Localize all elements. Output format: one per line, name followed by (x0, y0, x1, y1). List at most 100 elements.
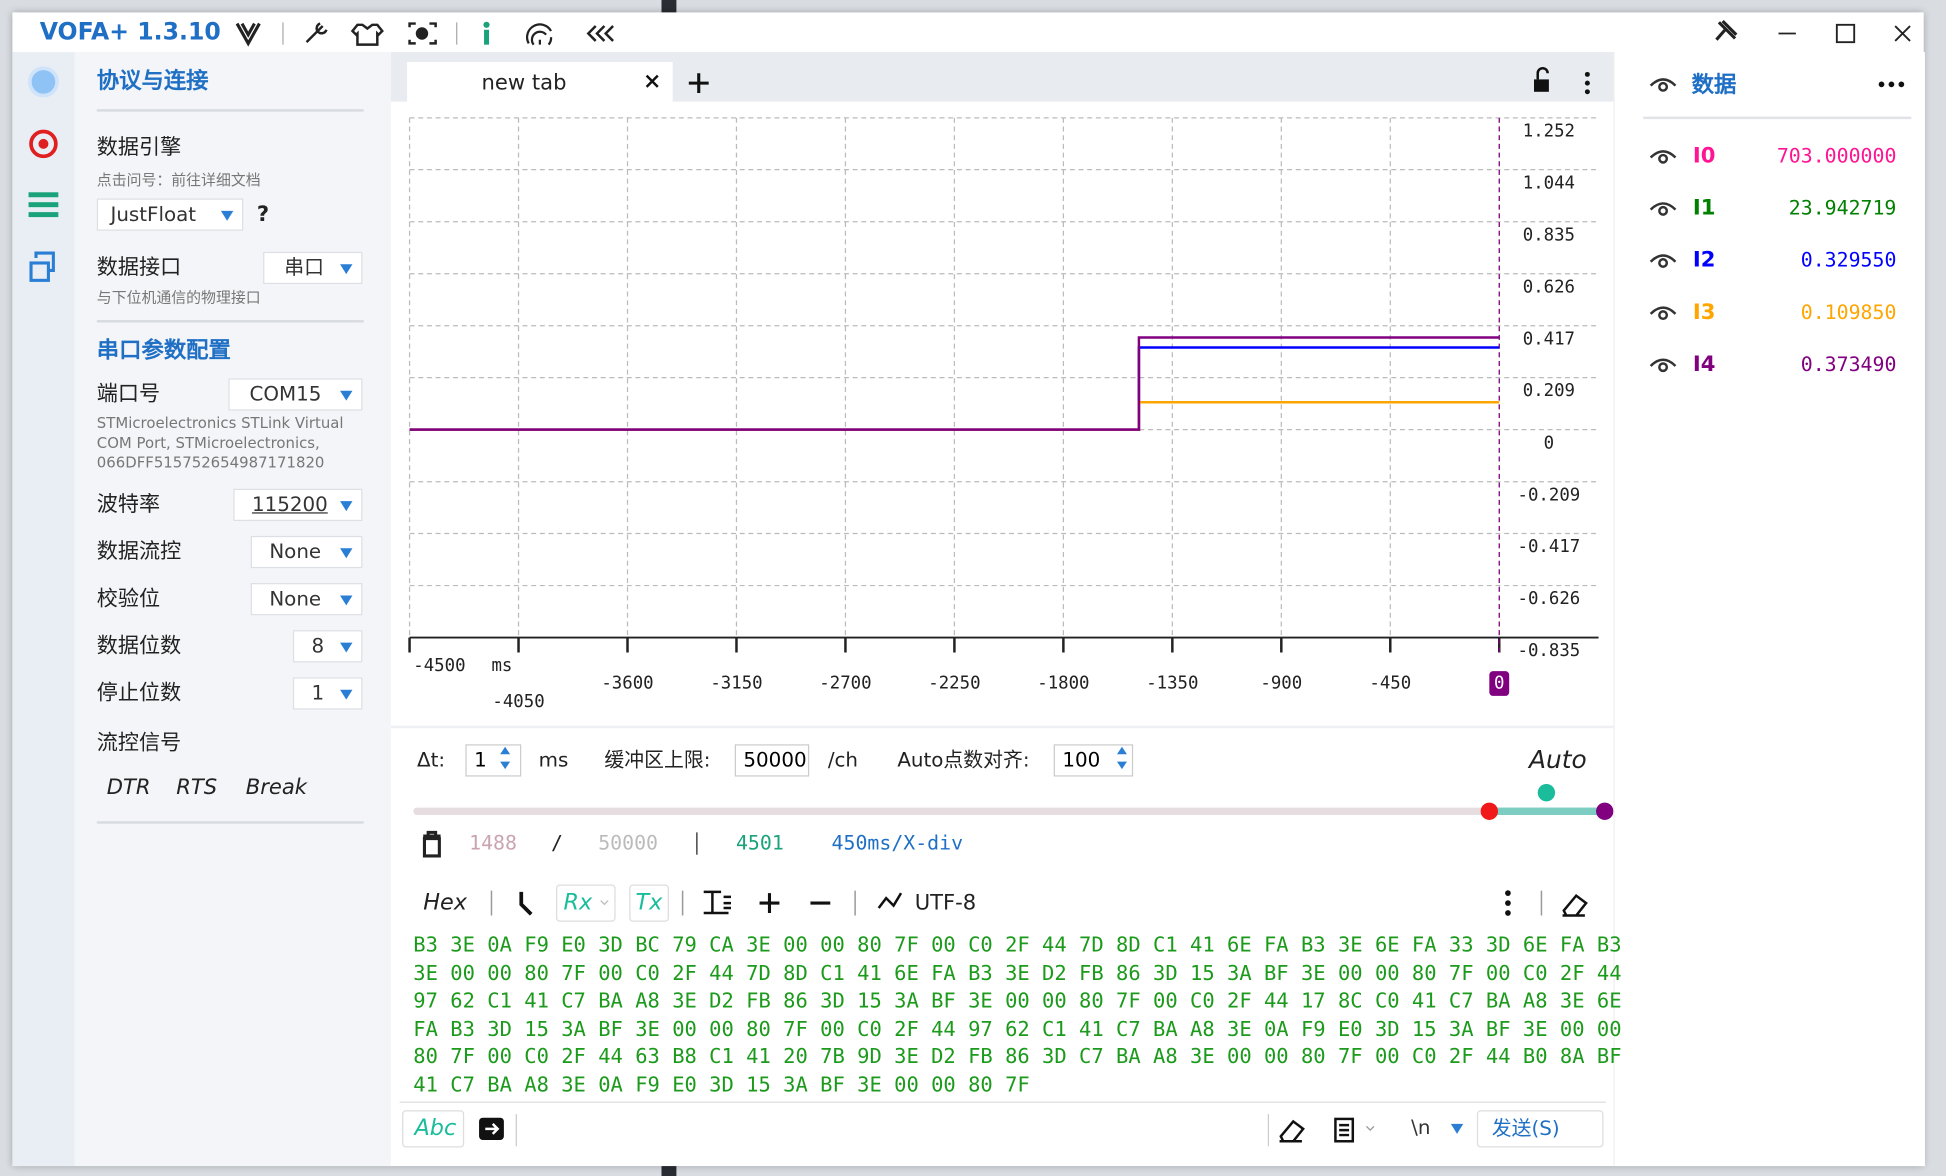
param-dropdown[interactable]: None (250, 535, 363, 569)
align-input[interactable]: 100 (1053, 744, 1134, 777)
clear-button[interactable] (416, 829, 453, 860)
zoom-in[interactable] (759, 893, 780, 914)
collapse-icon[interactable] (586, 25, 614, 42)
channel-name[interactable]: I0 (1692, 143, 1716, 169)
param-dropdown[interactable]: 8 (292, 630, 363, 663)
eraser-button[interactable] (1562, 893, 1588, 917)
channel-visibility[interactable] (1648, 196, 1678, 221)
channel-value: 0.329550 (1800, 248, 1897, 272)
y-tick-label: -0.626 (1518, 589, 1581, 609)
x-tick-label: -900 (1260, 674, 1302, 694)
control-label: Δt: (417, 748, 446, 772)
capture-icon[interactable] (408, 22, 437, 45)
channel-value: 0.373490 (1800, 352, 1897, 376)
field-label: 流控信号 (96, 730, 182, 756)
line-ending-dropdown[interactable]: \n (1393, 1112, 1472, 1145)
signal-button[interactable]: DTR (106, 775, 151, 801)
shirt-icon[interactable] (350, 23, 384, 46)
mode-label[interactable]: Auto (1529, 744, 1587, 775)
format-toggle[interactable] (402, 1110, 465, 1148)
slider-start[interactable] (1480, 802, 1499, 820)
x-unit: ms (491, 656, 512, 676)
slider-center[interactable] (1537, 783, 1556, 802)
param-dropdown[interactable]: 1 (292, 677, 363, 710)
tx-toggle[interactable] (629, 884, 669, 922)
dropdown-value: COM15 (249, 382, 322, 406)
x-tick-label: 0 (1494, 674, 1504, 694)
windows-icon[interactable] (29, 251, 55, 282)
dt-input[interactable]: 1 (465, 744, 522, 777)
info-icon[interactable] (483, 21, 490, 45)
tab-add[interactable] (688, 73, 709, 94)
logo-icon[interactable] (235, 22, 261, 47)
tab-menu[interactable] (1584, 71, 1590, 95)
slider-track[interactable] (413, 807, 1605, 816)
dropdown-value: 115200 (251, 492, 328, 517)
channel-visibility[interactable] (1648, 248, 1678, 273)
hex-toggle[interactable]: Hex (423, 889, 467, 916)
connect-icon[interactable] (27, 66, 59, 98)
encoding[interactable]: UTF-8 (914, 890, 977, 916)
channel-name[interactable]: I3 (1692, 300, 1716, 326)
field-hint: 与下位机通信的物理接口 (96, 289, 261, 307)
toolbar-menu[interactable] (1505, 890, 1511, 916)
rx-toggle[interactable] (556, 884, 616, 922)
engine-dropdown[interactable]: JustFloat (96, 198, 244, 231)
series-line (409, 336, 1500, 431)
x-tick-label: -4050 (492, 692, 544, 712)
y-tick-label: 0.835 (1523, 225, 1575, 245)
fingerprint-icon[interactable] (526, 23, 553, 46)
send-label: 发送(S) (1491, 1116, 1560, 1141)
signal-button[interactable]: RTS (176, 775, 218, 801)
x-tick-label: -3150 (710, 674, 762, 694)
visibility-icon[interactable] (1649, 78, 1677, 87)
port-dropdown[interactable]: COM15 (228, 378, 363, 411)
record-icon[interactable] (29, 129, 58, 159)
encoding-icon[interactable] (877, 892, 903, 909)
points-shown: 4501 (735, 831, 784, 855)
lock-button[interactable] (1533, 67, 1549, 92)
panel-icons (1643, 78, 1912, 120)
channel-visibility[interactable] (1648, 144, 1678, 169)
channel-name[interactable]: I1 (1692, 195, 1716, 221)
format-icon[interactable] (703, 890, 732, 915)
list-icon[interactable] (28, 192, 59, 218)
signal-button[interactable]: Break (245, 775, 308, 801)
channel-visibility[interactable] (1648, 352, 1678, 377)
wrench-icon[interactable] (305, 22, 328, 44)
send-button[interactable] (1476, 1110, 1604, 1148)
panel-menu[interactable] (1878, 81, 1905, 88)
channel-value: 0.109850 (1800, 300, 1897, 324)
history-icon[interactable] (1334, 1117, 1375, 1143)
channel-name[interactable]: I2 (1692, 248, 1716, 273)
wrap-icon[interactable] (519, 891, 533, 916)
field-hint: 点击问号：前往详细文档 (96, 171, 261, 189)
control-label: 缓冲区上限: (604, 748, 711, 772)
clear-input[interactable] (1279, 1119, 1305, 1143)
close-button[interactable] (1894, 25, 1911, 42)
send-file-icon[interactable] (479, 1117, 504, 1141)
pin-button[interactable] (1715, 19, 1738, 41)
y-tick-label: -0.835 (1518, 641, 1581, 661)
control-unit: ms (538, 748, 569, 772)
param-dropdown[interactable]: None (250, 583, 363, 616)
rx-arrow (600, 900, 609, 906)
buffer-input[interactable]: 50000 (734, 744, 810, 777)
plot: 1.252 1.044 0.835 0.626 0.417 0.209 0 -0.209 -0.… (408, 117, 1599, 713)
panel-title: 数据 (1691, 71, 1737, 98)
input-icons (479, 1113, 1375, 1147)
tab[interactable] (407, 62, 673, 102)
param-dropdown[interactable]: 115200 (233, 488, 363, 522)
tab-label: new tab (481, 70, 567, 96)
spinner[interactable] (500, 746, 1127, 770)
slider-end[interactable] (1596, 802, 1614, 820)
help-button[interactable]: ? (256, 202, 270, 228)
tab-close[interactable] (645, 74, 659, 88)
channel-name[interactable]: I4 (1692, 352, 1716, 378)
maximize-button[interactable] (1835, 23, 1856, 44)
data-panel (1613, 52, 1925, 1167)
channel-visibility[interactable] (1648, 300, 1678, 325)
interface-dropdown[interactable]: 串口 (263, 251, 363, 285)
field-label: 数据接口 (96, 255, 182, 281)
